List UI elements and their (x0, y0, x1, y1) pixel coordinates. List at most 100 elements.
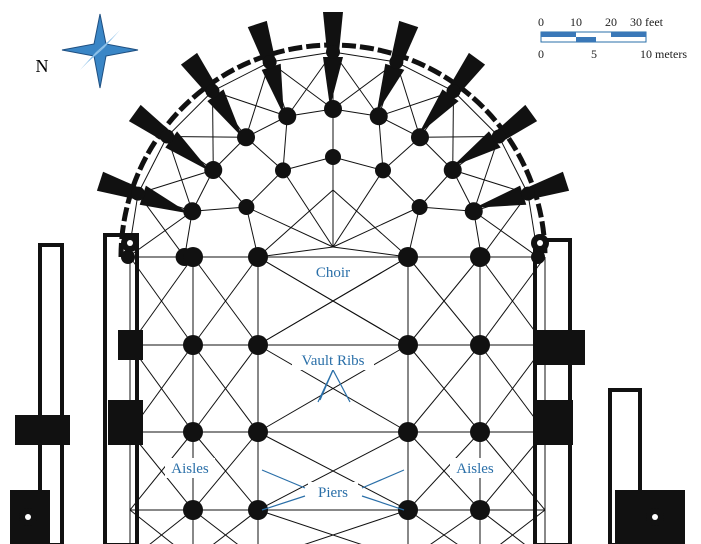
pier (204, 161, 223, 180)
buttress (128, 104, 171, 142)
pier (398, 335, 418, 355)
rib (192, 344, 259, 433)
rib (166, 90, 213, 137)
flying-buttress (376, 63, 405, 114)
pier (410, 128, 429, 147)
pier (470, 500, 490, 520)
label-bg (308, 482, 358, 502)
pier (183, 247, 203, 267)
pointer (317, 368, 351, 403)
scale-label: 30 feet (630, 15, 664, 29)
pier (398, 422, 418, 442)
rib (257, 189, 334, 258)
rib (257, 431, 409, 511)
rib (332, 51, 397, 63)
buttress (323, 12, 343, 52)
pier (248, 500, 268, 520)
annotations (261, 368, 405, 511)
rib (332, 246, 409, 258)
pier (398, 247, 418, 267)
rib (419, 206, 474, 212)
rib (192, 509, 239, 544)
flying-buttress (452, 131, 501, 167)
aisles-label: Aisles (171, 461, 209, 477)
rib (407, 344, 481, 433)
flying-buttress (207, 89, 243, 138)
rib (212, 61, 270, 92)
flying-buttress (418, 89, 459, 134)
rib (430, 509, 481, 544)
buttress (448, 52, 486, 95)
labels: Choir Vault Ribs Aisles Aisles Piers (165, 262, 500, 502)
stair (127, 240, 133, 246)
rib (332, 206, 420, 248)
pier (248, 422, 268, 442)
rib (129, 431, 194, 511)
pier (238, 199, 255, 215)
stair (537, 240, 543, 246)
scale-label: 10 meters (640, 47, 687, 61)
rib (282, 156, 334, 171)
pier (183, 202, 202, 221)
rib (137, 136, 168, 194)
label-bg (292, 350, 374, 370)
buttress (390, 20, 419, 64)
label-bg (450, 458, 500, 478)
pier (183, 422, 203, 442)
plan-drawing (10, 12, 685, 544)
rib (269, 51, 334, 63)
pier (248, 247, 268, 267)
scale-label: 5 (591, 47, 597, 61)
stair (25, 514, 31, 520)
rib (407, 256, 481, 346)
rib (282, 170, 334, 248)
buttress (96, 171, 140, 200)
scale-seg (611, 32, 646, 37)
pier (464, 202, 483, 221)
rib (304, 509, 409, 544)
rib (407, 509, 458, 544)
wall (608, 388, 642, 544)
wall-mass (535, 330, 585, 365)
pointer (361, 469, 405, 489)
wall (103, 233, 139, 544)
pier (278, 107, 297, 126)
pier (520, 186, 535, 201)
rib (257, 246, 334, 258)
rib (378, 116, 384, 171)
rib (246, 206, 334, 248)
pointer (261, 495, 306, 511)
pier (326, 45, 340, 59)
pier (470, 335, 490, 355)
flying-buttress (139, 185, 190, 214)
buttress (247, 20, 276, 64)
flying-buttress (261, 63, 284, 116)
rib (192, 431, 259, 511)
label-bg (165, 458, 215, 478)
choir-label: Choir (316, 265, 350, 281)
wall-mass (533, 400, 573, 445)
scale-label: 0 (538, 15, 544, 29)
wall-mass (15, 415, 70, 445)
rib (453, 90, 500, 137)
wall-mass (118, 330, 143, 360)
stair (652, 514, 658, 520)
wall (38, 243, 64, 544)
pier (121, 250, 135, 264)
rib (332, 189, 409, 258)
pier (411, 199, 428, 215)
flying-buttress (165, 131, 210, 172)
pier (275, 162, 291, 179)
scale-label: 0 (538, 47, 544, 61)
pier (389, 55, 404, 70)
scale-label: 10 (570, 15, 582, 29)
pier (183, 335, 203, 355)
rib (257, 256, 409, 346)
buttress (495, 104, 538, 142)
pier (325, 149, 341, 165)
rib (332, 170, 384, 248)
pier (443, 161, 462, 180)
pier (470, 422, 490, 442)
flying-buttress (474, 185, 527, 208)
